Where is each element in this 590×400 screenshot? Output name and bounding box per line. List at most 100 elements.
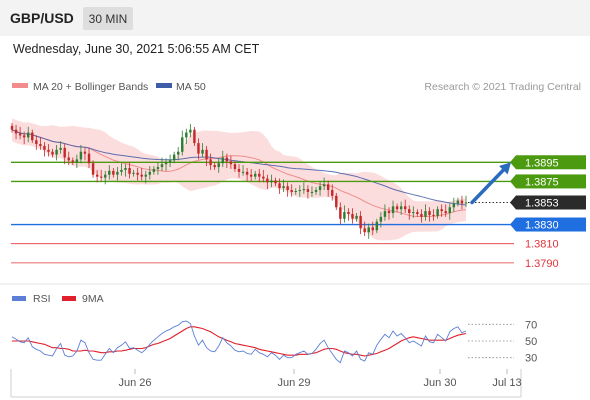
candle [262, 169, 265, 183]
candle [112, 168, 115, 178]
candle-body [343, 212, 346, 219]
current-price-label: 1.3853 [525, 197, 559, 209]
candle-body [35, 140, 38, 145]
candle [335, 192, 338, 211]
candle-body [355, 215, 358, 219]
candle-body [282, 186, 285, 189]
candle [391, 200, 395, 218]
candle [452, 197, 456, 213]
candle [424, 204, 427, 221]
candle [253, 170, 257, 180]
candle [359, 211, 362, 235]
candle-body [201, 149, 204, 154]
candle [213, 162, 216, 170]
candle-body [266, 178, 269, 183]
candle-body [168, 160, 172, 163]
candle-body [278, 183, 281, 189]
rsi-tick-label: 70 [525, 319, 537, 331]
candle [286, 182, 289, 197]
candle [67, 151, 70, 166]
x-tick-label: Jun 30 [423, 377, 456, 389]
candle [164, 158, 168, 171]
candle-body [432, 214, 435, 216]
candle-body [99, 176, 103, 178]
timestamp: Wednesday, June 30, 2021 5:06:55 AM CET [13, 42, 260, 56]
candle [87, 147, 91, 169]
target-level-label: 1.3790 [525, 258, 559, 270]
candle-body [144, 174, 147, 177]
candle-body [152, 168, 156, 172]
candle-body [26, 132, 30, 138]
resistance-level-label: 1.3875 [525, 176, 559, 188]
candle [331, 184, 334, 201]
candle-body [436, 209, 439, 216]
candle [209, 153, 212, 170]
candle-body [63, 147, 66, 158]
resistance-level-tag [516, 174, 586, 189]
candle [322, 177, 326, 191]
candle-body [249, 174, 253, 177]
candle [371, 221, 374, 236]
candle-body [148, 171, 152, 175]
candle [47, 144, 50, 157]
candle-body [112, 170, 115, 175]
rsi-legend-swatch [12, 296, 26, 301]
candle-body [290, 190, 293, 192]
candle-body [262, 176, 265, 179]
candle [193, 126, 196, 146]
candle-body [18, 133, 22, 136]
candle-body [75, 159, 79, 163]
candle-body [326, 184, 330, 191]
candle-body [197, 143, 200, 154]
candle [181, 130, 184, 156]
candle [152, 166, 156, 175]
candle-body [132, 172, 135, 174]
candle-body [225, 157, 229, 162]
candle-body [310, 191, 314, 193]
candle [233, 161, 237, 172]
support-level-tag [516, 217, 586, 232]
candle-body [176, 151, 180, 155]
candle-body [339, 207, 342, 219]
candle-body [399, 206, 403, 210]
candle [387, 207, 391, 220]
candle [440, 204, 443, 217]
candle [302, 182, 306, 194]
support-level-label: 1.3830 [525, 220, 559, 232]
candle [124, 164, 127, 177]
candle [55, 145, 58, 161]
candle [306, 185, 310, 199]
candle-body [383, 211, 387, 217]
timeframe-label: 30 MIN [89, 12, 128, 26]
candle-body [347, 212, 350, 214]
timeframe-badge[interactable] [83, 7, 133, 30]
candle [274, 177, 277, 187]
candle [229, 155, 233, 169]
candle [99, 169, 103, 182]
forecast-arrow-shaft [470, 164, 509, 205]
x-axis: Jun 26 Jun 29 Jun 30 Jul 13 [118, 369, 522, 389]
candle [282, 179, 285, 192]
candle-body [172, 154, 176, 161]
candle-body [245, 171, 249, 175]
candle [225, 153, 229, 169]
candle-body [22, 135, 26, 138]
candle [79, 145, 83, 164]
candle-body [420, 213, 423, 217]
candle-body [416, 212, 419, 214]
candle-body [87, 153, 91, 164]
candle [249, 168, 253, 182]
candle [26, 126, 30, 143]
candle-body [258, 173, 261, 177]
candle-body [464, 202, 468, 204]
candle [197, 138, 200, 160]
candle-body [39, 144, 42, 146]
candle-body [128, 168, 131, 174]
candle-body [391, 206, 395, 214]
candle [318, 181, 322, 196]
candle-body [51, 151, 54, 155]
candle [245, 168, 249, 182]
x-tick-label: Jun 26 [118, 377, 151, 389]
